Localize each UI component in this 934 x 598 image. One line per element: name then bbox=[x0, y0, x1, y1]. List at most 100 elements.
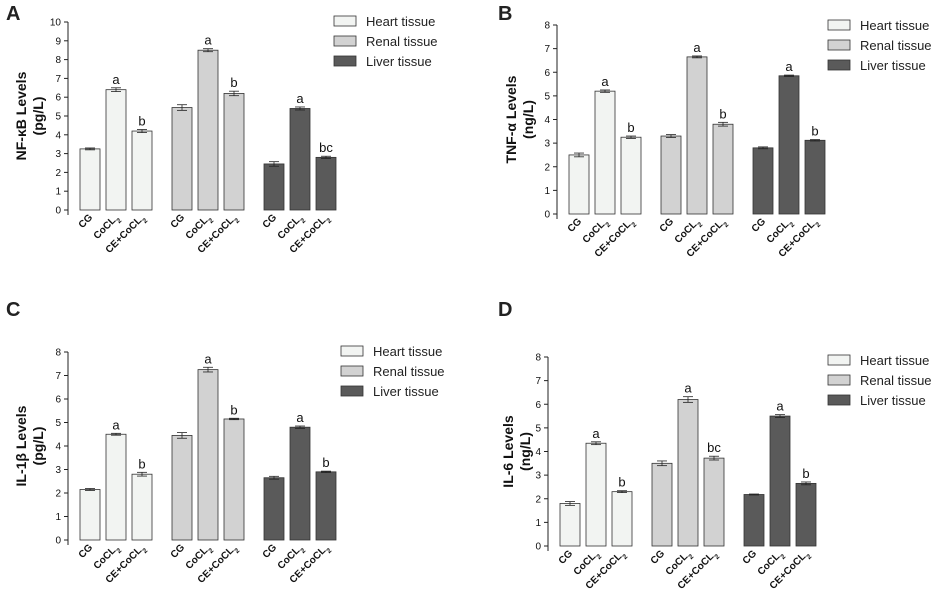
legend-swatch bbox=[333, 55, 357, 67]
bar-heart-2 bbox=[620, 136, 642, 215]
y-tick-label: 7 bbox=[544, 44, 550, 55]
bar-heart-2 bbox=[131, 473, 153, 541]
significance-label: b bbox=[618, 475, 625, 490]
y-axis-label: (pg/L) bbox=[30, 97, 46, 136]
significance-label: b bbox=[322, 455, 329, 470]
y-tick-label: 0 bbox=[535, 542, 541, 553]
bar-liver-2 bbox=[315, 156, 337, 211]
significance-label: b bbox=[627, 120, 634, 135]
bar-heart-1 bbox=[105, 433, 127, 541]
category-label: CG bbox=[566, 216, 585, 235]
legend-label: Liver tissue bbox=[860, 393, 926, 408]
y-tick-label: 3 bbox=[544, 139, 550, 150]
bar-liver-2 bbox=[804, 139, 826, 215]
y-tick-label: 6 bbox=[55, 395, 61, 406]
legend-label: Heart tissue bbox=[860, 353, 929, 368]
y-axis-label: IL-1β Levels bbox=[13, 405, 29, 486]
category-label: CG bbox=[169, 212, 188, 231]
bar-heart-1 bbox=[105, 89, 127, 211]
legend-swatch bbox=[827, 59, 851, 71]
significance-label: a bbox=[296, 91, 304, 106]
legend-swatch bbox=[333, 15, 357, 27]
bar-liver-1 bbox=[778, 75, 800, 215]
significance-label: a bbox=[112, 417, 120, 432]
legend-swatch bbox=[827, 394, 851, 406]
panel-letter: B bbox=[498, 3, 512, 25]
panel-letter: D bbox=[498, 299, 512, 321]
y-axis-label: (ng/L) bbox=[517, 432, 533, 471]
bar-renal-2 bbox=[703, 457, 725, 547]
y-axis-label: (ng/L) bbox=[520, 100, 536, 139]
significance-label: a bbox=[601, 74, 609, 89]
bar-renal-1 bbox=[686, 56, 708, 215]
y-tick-label: 1 bbox=[535, 518, 541, 529]
y-tick-label: 2 bbox=[55, 168, 61, 179]
bar-renal-1 bbox=[677, 399, 699, 547]
bar-liver-1 bbox=[289, 426, 311, 541]
significance-label: a bbox=[684, 381, 692, 396]
legend-label: Heart tissue bbox=[373, 344, 442, 359]
y-tick-label: 9 bbox=[55, 36, 61, 47]
significance-label: b bbox=[802, 466, 809, 481]
bar-heart-2 bbox=[131, 130, 153, 211]
panel-letter: C bbox=[6, 299, 20, 321]
y-tick-label: 1 bbox=[55, 512, 61, 523]
y-tick-label: 6 bbox=[544, 68, 550, 79]
category-label: CG bbox=[658, 216, 677, 235]
significance-label: b bbox=[138, 456, 145, 471]
significance-label: b bbox=[719, 106, 726, 121]
y-tick-label: 7 bbox=[55, 74, 61, 85]
y-tick-label: 8 bbox=[535, 353, 541, 364]
bar-renal-2 bbox=[223, 93, 245, 211]
category-label: CG bbox=[261, 542, 280, 561]
significance-label: b bbox=[138, 114, 145, 129]
significance-label: b bbox=[230, 75, 237, 90]
significance-label: bc bbox=[319, 140, 333, 155]
y-tick-label: 8 bbox=[55, 348, 61, 359]
bar-liver-1 bbox=[769, 415, 791, 547]
bar-heart-1 bbox=[594, 90, 616, 215]
legend-swatch bbox=[340, 385, 364, 397]
y-tick-label: 4 bbox=[55, 442, 61, 453]
bar-heart-0 bbox=[559, 503, 581, 547]
bar-liver-2 bbox=[315, 471, 337, 541]
significance-label: b bbox=[230, 402, 237, 417]
y-tick-label: 5 bbox=[55, 418, 61, 429]
bar-heart-0 bbox=[568, 154, 590, 215]
bar-renal-0 bbox=[660, 135, 682, 215]
legend-label: Liver tissue bbox=[373, 384, 439, 399]
bar-liver-1 bbox=[289, 108, 311, 211]
panel-letter: A bbox=[6, 3, 20, 25]
legend-swatch bbox=[333, 35, 357, 47]
legend-swatch bbox=[827, 374, 851, 386]
significance-label: a bbox=[693, 40, 701, 55]
y-tick-label: 7 bbox=[535, 376, 541, 387]
bar-renal-2 bbox=[223, 418, 245, 541]
legend-label: Renal tissue bbox=[860, 373, 932, 388]
y-tick-label: 3 bbox=[55, 149, 61, 160]
category-label: CG bbox=[741, 548, 760, 567]
bar-renal-0 bbox=[171, 435, 193, 541]
y-tick-label: 5 bbox=[55, 112, 61, 123]
bar-liver-0 bbox=[752, 147, 774, 215]
category-label: CG bbox=[77, 212, 96, 231]
significance-label: b bbox=[811, 124, 818, 139]
legend-label: Liver tissue bbox=[366, 54, 432, 69]
y-tick-label: 4 bbox=[55, 130, 61, 141]
category-label: CG bbox=[557, 548, 576, 567]
significance-label: a bbox=[296, 410, 304, 425]
y-axis-label: (pg/L) bbox=[30, 427, 46, 466]
bar-renal-0 bbox=[651, 462, 673, 547]
bar-liver-0 bbox=[263, 163, 285, 211]
significance-label: a bbox=[776, 399, 784, 414]
y-tick-label: 3 bbox=[535, 471, 541, 482]
panel-c: CIL-1β Levels (pg/L)012345678CGaCoCL2bCE+… bbox=[6, 299, 445, 586]
y-tick-label: 0 bbox=[55, 536, 61, 547]
y-tick-label: 2 bbox=[55, 489, 61, 500]
significance-label: a bbox=[204, 351, 212, 366]
bar-renal-2 bbox=[712, 123, 734, 215]
y-tick-label: 10 bbox=[50, 18, 62, 29]
significance-label: a bbox=[112, 72, 120, 87]
